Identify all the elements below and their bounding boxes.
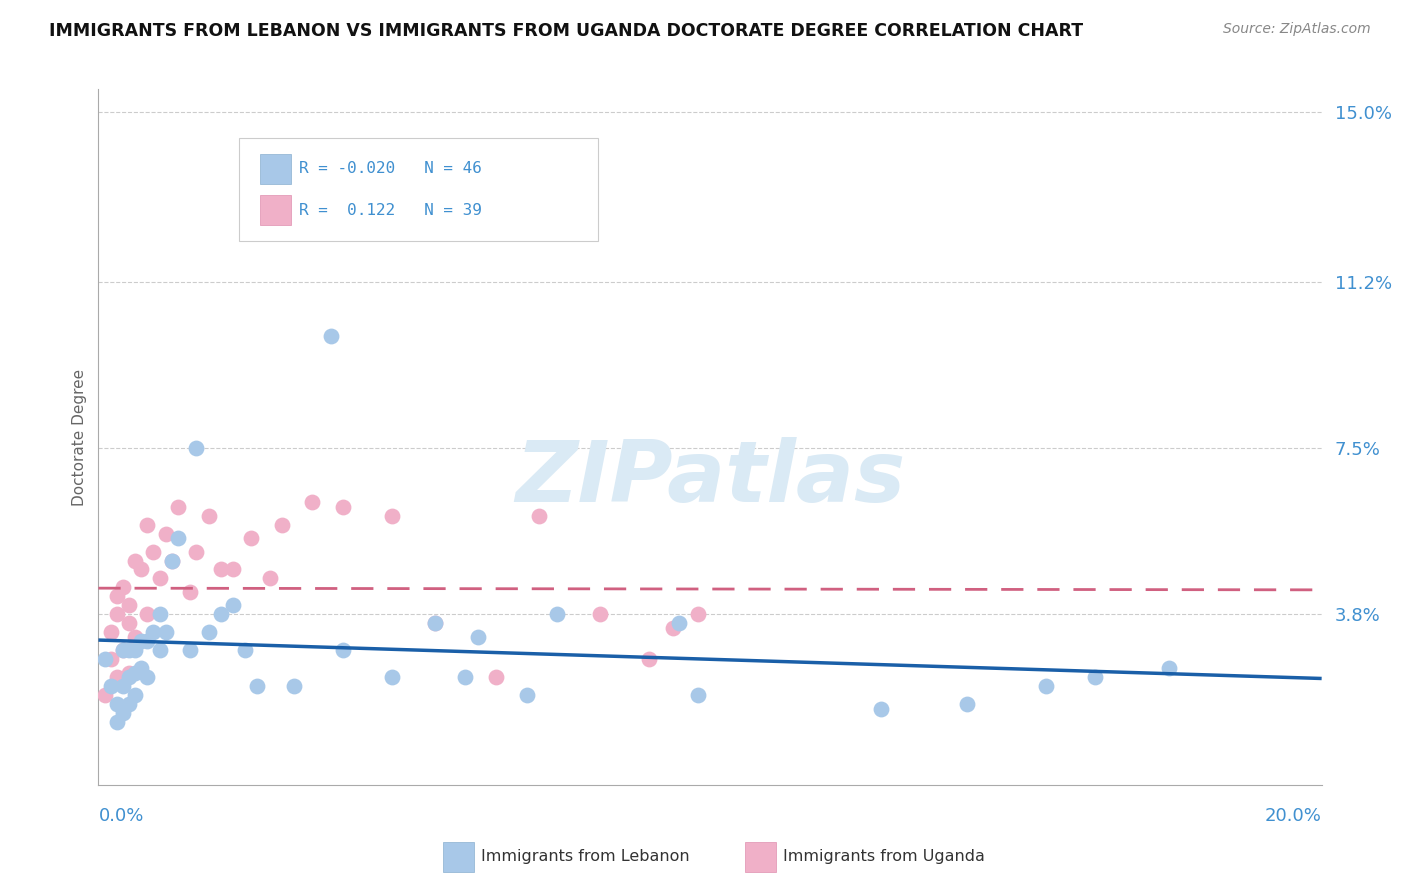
Point bbox=[155, 625, 177, 640]
Point bbox=[270, 517, 292, 532]
Point bbox=[111, 581, 134, 595]
Point bbox=[186, 544, 208, 558]
Point bbox=[467, 630, 489, 644]
Point bbox=[136, 517, 159, 532]
Point bbox=[118, 599, 141, 613]
Point bbox=[381, 508, 404, 523]
Point bbox=[118, 643, 141, 657]
Y-axis label: Doctorate Degree: Doctorate Degree bbox=[72, 368, 87, 506]
Text: Immigrants from Uganda: Immigrants from Uganda bbox=[783, 849, 986, 863]
Point bbox=[222, 562, 245, 576]
Point bbox=[259, 572, 281, 586]
Point bbox=[155, 526, 177, 541]
Text: IMMIGRANTS FROM LEBANON VS IMMIGRANTS FROM UGANDA DOCTORATE DEGREE CORRELATION C: IMMIGRANTS FROM LEBANON VS IMMIGRANTS FR… bbox=[49, 22, 1084, 40]
Point bbox=[246, 679, 269, 693]
Point bbox=[870, 701, 893, 715]
Point bbox=[516, 688, 538, 702]
Point bbox=[100, 652, 122, 666]
Point bbox=[423, 616, 446, 631]
Point bbox=[233, 643, 256, 657]
Text: Immigrants from Lebanon: Immigrants from Lebanon bbox=[481, 849, 689, 863]
Point bbox=[136, 670, 159, 684]
Point bbox=[118, 665, 141, 680]
Point bbox=[149, 572, 172, 586]
Point bbox=[332, 500, 354, 514]
Point bbox=[105, 607, 128, 622]
Point bbox=[1035, 679, 1057, 693]
Point bbox=[105, 715, 128, 730]
Point bbox=[454, 670, 477, 684]
Point bbox=[149, 643, 172, 657]
Point bbox=[209, 562, 232, 576]
Point bbox=[222, 599, 245, 613]
Point bbox=[527, 508, 550, 523]
Point bbox=[105, 590, 128, 604]
Point bbox=[129, 634, 152, 648]
Point bbox=[686, 607, 709, 622]
Point bbox=[118, 697, 141, 711]
Point bbox=[93, 652, 115, 666]
Point bbox=[105, 670, 128, 684]
Point bbox=[167, 500, 190, 514]
Point bbox=[111, 706, 134, 720]
Text: ZIPatlas: ZIPatlas bbox=[515, 437, 905, 520]
Point bbox=[283, 679, 305, 693]
Point bbox=[686, 688, 709, 702]
Point bbox=[319, 329, 342, 343]
Point bbox=[637, 652, 661, 666]
Point bbox=[142, 625, 165, 640]
Point bbox=[142, 544, 165, 558]
Point bbox=[100, 625, 122, 640]
Point bbox=[129, 562, 152, 576]
Point bbox=[332, 643, 354, 657]
Point bbox=[423, 616, 446, 631]
Point bbox=[1084, 670, 1107, 684]
Point bbox=[179, 585, 201, 599]
Point bbox=[136, 634, 159, 648]
Point bbox=[93, 688, 115, 702]
Point bbox=[124, 688, 146, 702]
Point bbox=[589, 607, 612, 622]
Point bbox=[186, 442, 208, 456]
Point bbox=[149, 607, 172, 622]
Point bbox=[668, 616, 690, 631]
Text: R =  0.122   N = 39: R = 0.122 N = 39 bbox=[299, 202, 482, 218]
Point bbox=[136, 607, 159, 622]
Point bbox=[160, 553, 183, 567]
Point bbox=[111, 643, 134, 657]
Point bbox=[546, 607, 568, 622]
Point bbox=[956, 697, 979, 711]
Point bbox=[118, 616, 141, 631]
Text: Source: ZipAtlas.com: Source: ZipAtlas.com bbox=[1223, 22, 1371, 37]
Point bbox=[485, 670, 508, 684]
Point bbox=[240, 531, 263, 545]
Point bbox=[1157, 661, 1180, 675]
Point bbox=[124, 630, 146, 644]
Point bbox=[129, 661, 152, 675]
Point bbox=[301, 495, 323, 509]
Point bbox=[124, 665, 146, 680]
Point bbox=[209, 607, 232, 622]
Point bbox=[167, 531, 190, 545]
Point bbox=[124, 553, 146, 567]
Text: R = -0.020   N = 46: R = -0.020 N = 46 bbox=[299, 161, 482, 177]
Point bbox=[100, 679, 122, 693]
Point bbox=[179, 643, 201, 657]
Point bbox=[111, 679, 134, 693]
Point bbox=[197, 625, 219, 640]
Point bbox=[118, 670, 141, 684]
Text: 20.0%: 20.0% bbox=[1265, 807, 1322, 825]
Point bbox=[381, 670, 404, 684]
Point bbox=[105, 697, 128, 711]
Text: 0.0%: 0.0% bbox=[98, 807, 143, 825]
Point bbox=[111, 643, 134, 657]
Point bbox=[197, 508, 219, 523]
Point bbox=[124, 643, 146, 657]
Point bbox=[662, 621, 685, 635]
Point bbox=[160, 553, 183, 567]
